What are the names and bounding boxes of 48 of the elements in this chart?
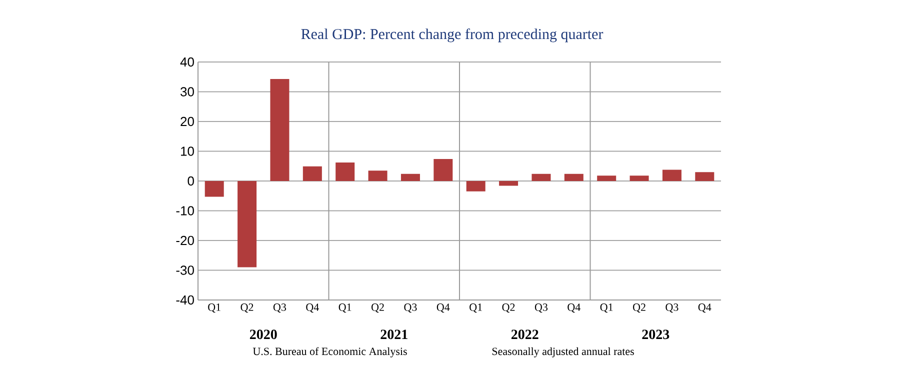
text: Seasonally adjusted annual rates bbox=[492, 347, 634, 358]
bar bbox=[597, 176, 616, 181]
bar bbox=[564, 174, 584, 181]
x-tick-label: Q1 bbox=[600, 304, 613, 313]
y-tick-label: 10 bbox=[181, 146, 194, 156]
x-tick-label: Q3 bbox=[404, 304, 417, 313]
bar bbox=[204, 180, 224, 197]
bar bbox=[434, 158, 453, 181]
x-tick-label: Q4 bbox=[436, 304, 450, 313]
bar bbox=[336, 162, 355, 181]
y-tick-label: -10 bbox=[176, 206, 194, 216]
x-tick-label: Q1 bbox=[470, 304, 482, 313]
x-tick-label: Q2 bbox=[240, 304, 254, 313]
bar bbox=[662, 170, 682, 181]
x-tick-label: Q1 bbox=[208, 304, 220, 313]
bar bbox=[302, 166, 322, 181]
y-tick-label: 30 bbox=[180, 87, 194, 96]
y-tick-label: -20 bbox=[176, 236, 194, 246]
text: 2022 bbox=[511, 330, 538, 340]
y-tick-label: -30 bbox=[176, 266, 194, 275]
bar bbox=[368, 170, 388, 181]
text: 2020 bbox=[250, 330, 277, 340]
text: 2023 bbox=[642, 330, 670, 340]
chart-title: Real GDP: Percent change from preceding quarter bbox=[301, 28, 604, 42]
x-tick-label: Q4 bbox=[568, 304, 580, 313]
x-tick-label: Q3 bbox=[534, 304, 548, 313]
text: U.S. Bureau of Economic Analysis bbox=[252, 347, 407, 358]
x-tick-label: Q3 bbox=[666, 304, 678, 313]
text: 2021 bbox=[380, 330, 408, 340]
bar bbox=[532, 174, 551, 181]
bar bbox=[630, 176, 649, 181]
y-tick-label: 20 bbox=[180, 116, 194, 126]
x-tick-label: Q1 bbox=[338, 304, 352, 313]
x-tick-label: Q2 bbox=[502, 304, 515, 313]
x-tick-label: Q3 bbox=[273, 304, 286, 313]
bar bbox=[695, 172, 714, 181]
x-tick-label: Q2 bbox=[633, 304, 646, 313]
bar bbox=[270, 78, 290, 181]
bar bbox=[499, 180, 518, 186]
y-tick-label: 0 bbox=[188, 176, 194, 186]
x-tick-label: Q4 bbox=[698, 304, 712, 313]
x-tick-label: Q4 bbox=[306, 304, 319, 313]
y-tick-label: 40 bbox=[180, 57, 194, 67]
x-tick-label: Q2 bbox=[372, 304, 384, 313]
bar bbox=[466, 180, 486, 192]
y-tick-label: -40 bbox=[176, 295, 194, 305]
bar bbox=[238, 180, 257, 268]
bar bbox=[400, 174, 420, 181]
